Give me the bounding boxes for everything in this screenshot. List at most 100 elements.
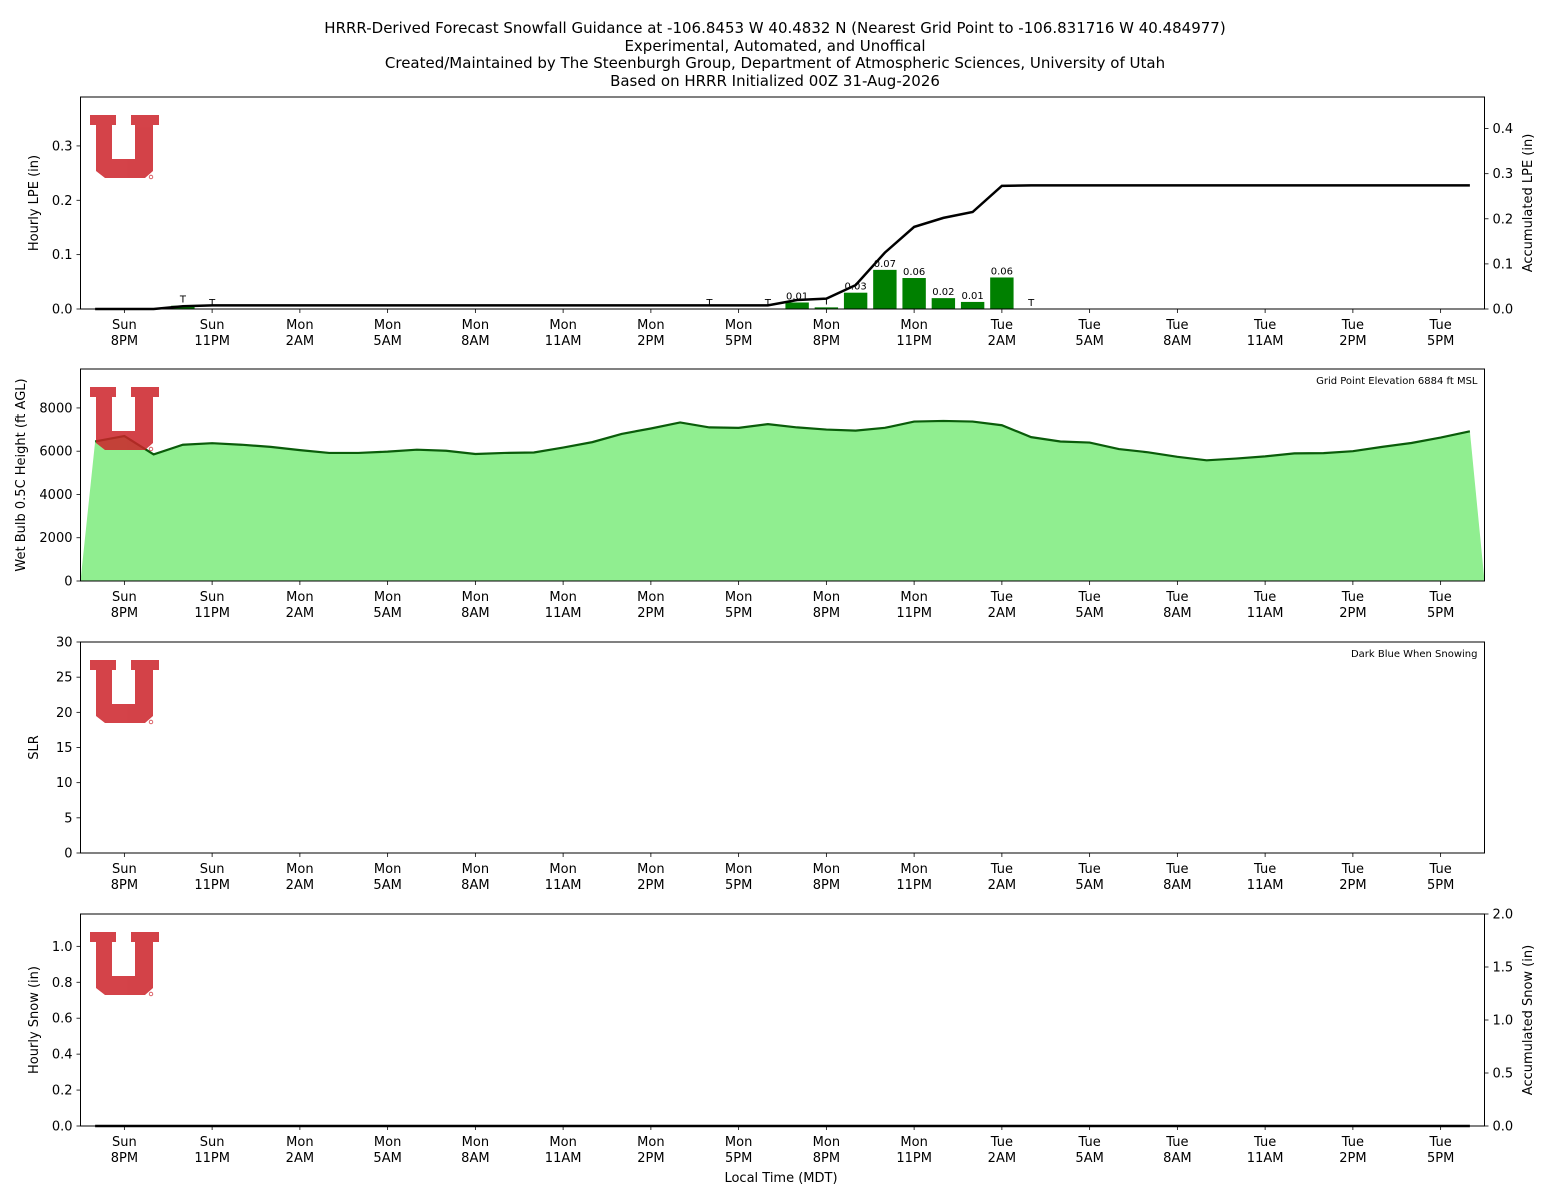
university-of-utah-logo (90, 387, 159, 452)
x-tick-label-time: 11AM (545, 1151, 582, 1166)
x-tick-label-time: 8AM (461, 334, 489, 349)
x-tick-label-day: Tue (1078, 590, 1101, 605)
x-tick-label-time: 2AM (988, 878, 1016, 893)
x-tick-label-day: Mon (900, 1135, 927, 1150)
x-tick-label-time: 2PM (1339, 878, 1366, 893)
x-tick-label-time: 11PM (896, 606, 932, 621)
university-of-utah-logo (90, 932, 159, 997)
x-tick-label-time: 8PM (111, 606, 138, 621)
x-tick-label-time: 2AM (286, 606, 314, 621)
y-axis-label: Wet Bulb 0.5C Height (ft AGL) (14, 378, 29, 571)
x-tick-label-day: Mon (637, 318, 664, 333)
x-tick-label-day: Mon (549, 590, 576, 605)
y-tick-label: 20 (56, 706, 73, 721)
x-tick-label-day: Mon (725, 1135, 752, 1150)
x-tick-label-time: 11PM (194, 1151, 230, 1166)
x-tick-label-time: 11PM (194, 878, 230, 893)
logo-registered-mark (148, 719, 154, 725)
x-tick-label-day: Tue (1165, 318, 1188, 333)
x-tick-label-time: 2AM (286, 878, 314, 893)
x-tick-label-time: 8AM (1163, 606, 1191, 621)
bar-value-label: 0.07 (874, 259, 896, 270)
x-tick-label-day: Tue (1078, 862, 1101, 877)
bar-value-label: T (1027, 298, 1035, 309)
y-tick-label: 5 (64, 811, 72, 826)
bar-value-label: T (705, 298, 713, 309)
x-tick-label-day: Tue (1341, 318, 1364, 333)
x-tick-label-time: 8PM (813, 606, 840, 621)
wet-bulb-line (94, 419, 1471, 462)
y-tick-label: 0.2 (52, 1084, 73, 1099)
x-tick-label-day: Mon (813, 1135, 840, 1150)
bar-value-label: T (822, 296, 830, 307)
lpe-bar (990, 277, 1014, 309)
y2-tick-label: 0.2 (1493, 212, 1514, 227)
x-tick-label-time: 11PM (896, 1151, 932, 1166)
x-tick-label-day: Sun (112, 590, 137, 605)
panel-slr: Sun8PMSun11PMMon2AMMon5AMMon8AMMon11AMMo… (27, 636, 1485, 893)
x-tick-label-time: 2PM (1339, 334, 1366, 349)
x-tick-label-time: 5AM (1075, 606, 1103, 621)
y2-tick-label: 0.0 (1493, 1120, 1514, 1135)
y-tick-label: 0.4 (52, 1048, 73, 1063)
lpe-bar (960, 301, 985, 309)
y-tick-label: 1.0 (52, 940, 73, 955)
lpe-bar (814, 307, 839, 309)
x-tick-label-day: Tue (1253, 862, 1276, 877)
y-tick-label: 2000 (39, 531, 72, 546)
lpe-bar (843, 292, 868, 309)
x-tick-label-time: 2AM (988, 606, 1016, 621)
y-tick-label: 4000 (39, 488, 72, 503)
x-tick-label-time: 5AM (1075, 878, 1103, 893)
x-tick-label-day: Mon (813, 318, 840, 333)
panel-frame (80, 641, 1485, 854)
x-tick-label-time: 8PM (111, 1151, 138, 1166)
x-tick-label-day: Tue (1165, 862, 1188, 877)
bar-value-label: T (208, 298, 216, 309)
panel-hourly-lpe: T T T T0.01 T0.030.070.060.02 0.010.06TSun8PM… (27, 96, 1536, 349)
x-tick-label-time: 8PM (813, 1151, 840, 1166)
x-tick-label-time: 2AM (286, 334, 314, 349)
x-tick-label-day: Sun (200, 590, 225, 605)
y-tick-label: 0.8 (52, 976, 73, 991)
x-tick-label-day: Mon (286, 862, 313, 877)
logo-u-shape (90, 932, 159, 995)
x-tick-label-time: 5AM (373, 878, 401, 893)
x-tick-label-time: 2PM (637, 878, 664, 893)
chart-subtitle-2: Created/Maintained by The Steenburgh Gro… (384, 54, 1166, 72)
x-tick-label-time: 11AM (1247, 878, 1284, 893)
y2-tick-label: 2.0 (1493, 908, 1514, 923)
y-axis-label: Hourly LPE (in) (27, 155, 42, 251)
y-tick-label: 25 (56, 671, 73, 686)
x-tick-label-day: Mon (374, 590, 401, 605)
x-tick-label-time: 5PM (1427, 878, 1454, 893)
y-tick-label: 0.2 (52, 194, 73, 209)
x-tick-label-day: Mon (286, 590, 313, 605)
y2-tick-label: 0.1 (1493, 257, 1514, 272)
y-tick-label: 10 (56, 776, 73, 791)
y2-axis-label: Accumulated Snow (in) (1521, 945, 1536, 1095)
x-tick-label-time: 2AM (988, 334, 1016, 349)
x-tick-label-day: Mon (462, 318, 489, 333)
x-tick-label-day: Mon (286, 318, 313, 333)
x-tick-label-day: Sun (112, 862, 137, 877)
logo-registered-mark (148, 991, 154, 997)
y2-tick-label: 0.4 (1493, 122, 1514, 137)
x-tick-label-day: Tue (990, 1135, 1013, 1150)
x-tick-label-day: Tue (1253, 1135, 1276, 1150)
x-tick-label-time: 11PM (896, 334, 932, 349)
x-tick-label-time: 11AM (1247, 334, 1284, 349)
x-tick-label-time: 5PM (1427, 606, 1454, 621)
logo-u-shape (90, 387, 159, 450)
x-tick-label-time: 5AM (373, 334, 401, 349)
x-tick-label-time: 11AM (1247, 1151, 1284, 1166)
x-tick-label-day: Mon (637, 862, 664, 877)
x-tick-label-time: 11PM (896, 878, 932, 893)
bar-value-label: 0.06 (903, 267, 925, 278)
bar-value-label: 0.01 (786, 291, 808, 302)
y-axis-label: SLR (27, 735, 42, 760)
x-tick-label-day: Mon (462, 1135, 489, 1150)
x-tick-label-day: Tue (990, 590, 1013, 605)
y-tick-label: 0.3 (52, 139, 73, 154)
x-tick-label-time: 11PM (194, 334, 230, 349)
